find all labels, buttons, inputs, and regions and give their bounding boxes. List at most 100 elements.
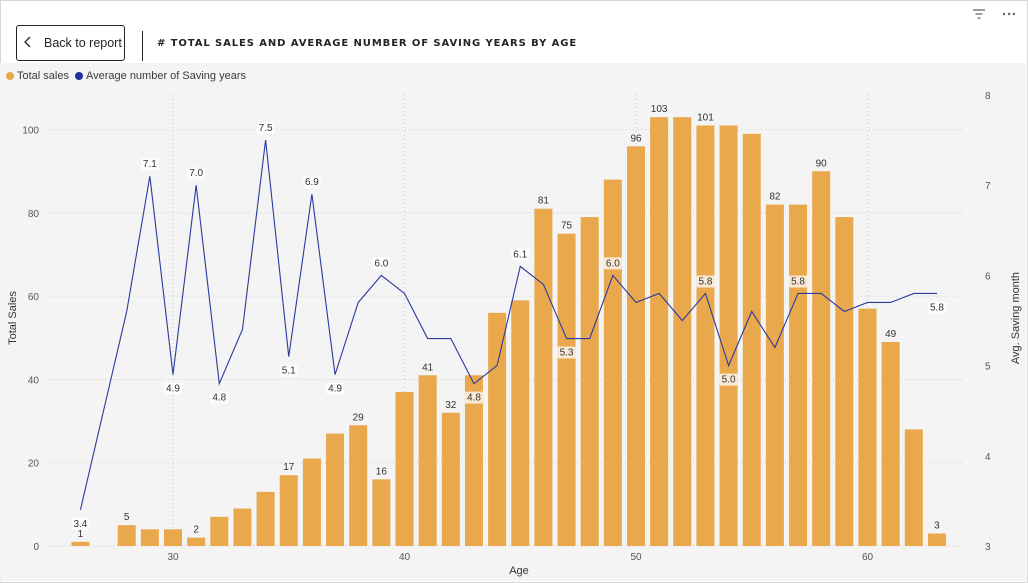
back-button-label: Back to report xyxy=(44,36,122,50)
bar-data-label: 90 xyxy=(816,158,828,169)
line-label-background xyxy=(696,275,715,288)
line-label-background xyxy=(789,275,808,288)
legend-item-total-sales[interactable]: Total sales xyxy=(6,70,69,82)
bar xyxy=(71,541,90,546)
y2-tick-label: 3 xyxy=(985,542,991,553)
bar xyxy=(279,475,298,546)
legend-marker-avg-saving-years xyxy=(74,72,83,80)
bar-data-label: 16 xyxy=(376,466,388,477)
line-series-avg-saving-years xyxy=(79,140,937,511)
y2-tick-label: 8 xyxy=(985,91,991,102)
bar xyxy=(210,516,229,546)
x-tick-label: 60 xyxy=(862,552,874,563)
bar xyxy=(464,375,483,546)
bar-data-label: 17 xyxy=(283,462,295,473)
line-label-background xyxy=(927,301,946,314)
line-data-label: 7.5 xyxy=(259,123,273,134)
x-tick-label: 40 xyxy=(399,552,411,563)
line-data-label: 6.1 xyxy=(513,249,527,260)
line-data-label: 4.9 xyxy=(166,384,180,395)
filter-icon[interactable] xyxy=(972,8,986,23)
line-label-background xyxy=(464,391,483,404)
bar xyxy=(650,117,669,547)
line-label-background xyxy=(719,373,738,386)
y2-tick-label: 6 xyxy=(985,271,991,282)
line-label-background xyxy=(279,364,298,377)
bar xyxy=(696,125,715,547)
bar xyxy=(742,133,761,547)
line-data-label: 5.8 xyxy=(698,276,712,287)
line-label-background xyxy=(302,176,321,189)
bar-data-label: 41 xyxy=(422,362,434,373)
chart-legend: Total sales Average number of Saving yea… xyxy=(6,70,252,82)
line-label-background xyxy=(164,382,182,395)
bar xyxy=(603,179,622,546)
bar xyxy=(349,425,368,546)
bar xyxy=(765,204,784,546)
bar xyxy=(302,458,321,546)
bar xyxy=(256,491,275,546)
y2-tick-label: 4 xyxy=(985,452,991,463)
bar xyxy=(719,125,738,547)
bar xyxy=(418,375,437,546)
line-label-background xyxy=(511,248,530,261)
line-label-background xyxy=(557,346,576,359)
chevron-left-icon xyxy=(24,36,38,51)
bar-data-label: 5 xyxy=(124,512,130,523)
bar xyxy=(835,217,854,546)
y-tick-label: 100 xyxy=(22,126,39,137)
y-tick-label: 40 xyxy=(28,375,40,386)
bar-data-label: 1 xyxy=(78,529,84,540)
line-label-background xyxy=(140,158,159,171)
legend-label-avg-saving-years: Average number of Saving years xyxy=(85,70,246,82)
line-data-label: 5.0 xyxy=(722,375,736,386)
bar-data-label: 82 xyxy=(769,192,781,203)
bar xyxy=(488,312,507,546)
visual-header-icons xyxy=(972,8,1016,23)
bar xyxy=(673,117,692,547)
bar-data-label: 49 xyxy=(885,329,897,340)
y-axis-title: Total Sales xyxy=(7,291,19,345)
bar xyxy=(534,208,553,546)
bar xyxy=(372,479,391,546)
bar xyxy=(233,508,252,546)
y2-tick-label: 5 xyxy=(985,362,991,373)
y2-tick-label: 7 xyxy=(985,181,991,192)
bar-data-label: 2 xyxy=(193,525,199,536)
line-data-label: 4.8 xyxy=(212,393,226,404)
bar xyxy=(326,433,345,546)
bar-data-label: 96 xyxy=(630,133,642,144)
bar xyxy=(812,171,831,547)
bar xyxy=(441,412,460,546)
line-label-background xyxy=(187,167,206,180)
back-to-report-button[interactable]: Back to report xyxy=(16,25,125,61)
line-data-label: 6.0 xyxy=(374,258,388,269)
bar xyxy=(164,529,182,546)
bar xyxy=(140,529,159,546)
line-label-background xyxy=(256,122,275,135)
y-tick-label: 0 xyxy=(33,542,39,553)
y-tick-label: 80 xyxy=(28,209,40,220)
x-tick-label: 50 xyxy=(630,552,642,563)
x-axis-title: Age xyxy=(509,565,529,577)
header-divider xyxy=(142,31,143,61)
legend-marker-total-sales xyxy=(6,72,14,80)
bar xyxy=(187,537,206,546)
line-data-label: 5.1 xyxy=(282,366,296,377)
line-data-label: 7.1 xyxy=(143,159,157,170)
legend-label-total-sales: Total sales xyxy=(17,70,69,82)
bar xyxy=(789,204,808,546)
line-data-label: 5.8 xyxy=(791,276,805,287)
line-data-label: 4.9 xyxy=(328,384,342,395)
bar xyxy=(858,308,877,546)
bar xyxy=(881,341,900,546)
line-data-label: 5.8 xyxy=(930,302,944,313)
y2-axis-title: Avg. Saving month xyxy=(1010,272,1022,364)
bar xyxy=(904,429,923,546)
line-data-label: 7.0 xyxy=(189,168,203,179)
legend-item-avg-saving-years[interactable]: Average number of Saving years xyxy=(74,70,246,82)
more-options-icon[interactable] xyxy=(1002,8,1016,23)
bar xyxy=(395,391,414,546)
bar-data-label: 81 xyxy=(538,196,550,207)
